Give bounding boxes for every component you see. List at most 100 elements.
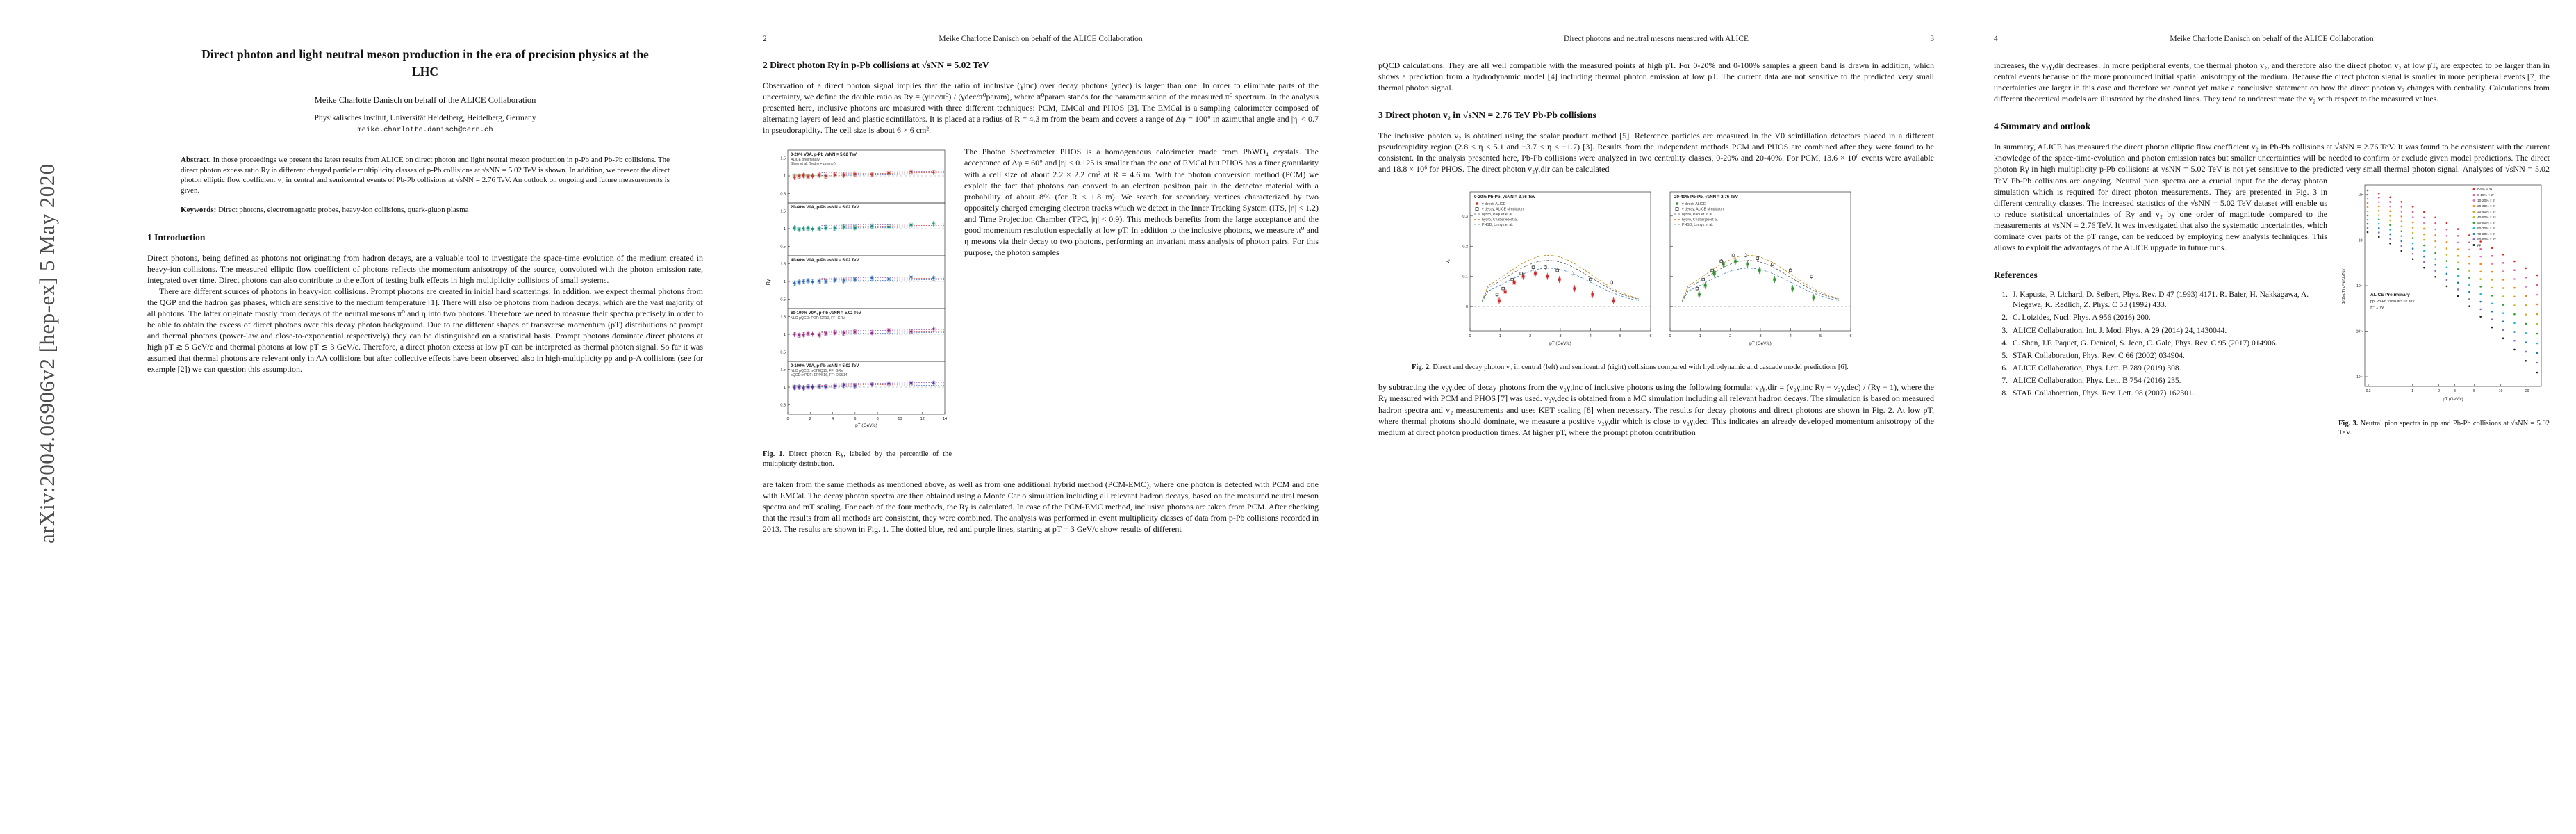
- svg-text:4: 4: [1790, 334, 1792, 338]
- svg-text:0.5: 0.5: [780, 404, 786, 408]
- svg-text:20: 20: [2525, 389, 2529, 393]
- page-4: 4 Meike Charlotte Danisch on behalf of t…: [1994, 0, 2550, 810]
- svg-text:6: 6: [1649, 334, 1651, 338]
- page3-number: 3: [1930, 35, 1934, 43]
- figure-1-caption-text: Direct photon Rγ, labeled by the percent…: [763, 450, 952, 468]
- svg-text:60-70% × 2²: 60-70% × 2²: [2477, 227, 2496, 231]
- section-3-heading: 3 Direct photon v₂ in √sNN = 2.76 TeV Pb…: [1378, 110, 1596, 121]
- svg-text:1.5: 1.5: [780, 210, 786, 214]
- figure-2: 0-20% Pb-Pb, √sNN = 2.76 TeV γ direct, AL…: [1441, 186, 1872, 360]
- pages-container: Direct photon and light neutral meson pr…: [147, 0, 2550, 810]
- svg-text:80-90% × 2⁰: 80-90% × 2⁰: [2477, 238, 2496, 242]
- page-1: Direct photon and light neutral meson pr…: [147, 0, 703, 810]
- intro-paragraph-2: There are different sources of photons i…: [147, 286, 703, 375]
- svg-text:5: 5: [1619, 334, 1621, 338]
- reference-item: 8. STAR Collaboration, Phys. Rev. Lett. 9…: [1994, 389, 2327, 399]
- svg-text:10²: 10²: [2359, 238, 2364, 243]
- svg-text:γ direct, ALICE: γ direct, ALICE: [1682, 202, 1706, 206]
- svg-text:50-60% × 2³: 50-60% × 2³: [2477, 221, 2496, 225]
- svg-text:10: 10: [898, 417, 902, 421]
- section-4-heading: 4 Summary and outlook: [1994, 121, 2091, 132]
- figure-3-caption-label: Fig. 3.: [2338, 419, 2359, 427]
- author-line: Meike Charlotte Danisch on behalf of the…: [314, 95, 536, 105]
- svg-text:10⁻¹: 10⁻¹: [2356, 284, 2363, 288]
- reference-number: 7.: [2001, 377, 2008, 386]
- reference-text: ALICE Collaboration, Int. J. Mod. Phys. …: [2013, 326, 2227, 335]
- svg-text:NLO pQCD: nCTEQ15, FF: GRV: NLO pQCD: nCTEQ15, FF: GRV: [791, 369, 843, 373]
- reference-text: STAR Collaboration, Phys. Rev. Lett. 98 …: [2013, 389, 2195, 398]
- reference-item: 4. C. Shen, J.F. Paquet, G. Denicol, S. J…: [1994, 338, 2327, 349]
- svg-text:5-10% × 2⁸: 5-10% × 2⁸: [2477, 193, 2494, 197]
- reference-text: ALICE Collaboration, Phys. Lett. B 789 (…: [2013, 364, 2181, 373]
- svg-text:1: 1: [784, 174, 786, 179]
- page3-paragraph-2: by subtracting the v₂γ,dec of decay phot…: [1378, 382, 1934, 437]
- svg-text:0.5: 0.5: [780, 193, 786, 197]
- svg-text:2: 2: [2438, 389, 2440, 393]
- fig2-plot: 0-20% Pb-Pb, √sNN = 2.76 TeV γ direct, AL…: [1446, 191, 1852, 346]
- svg-text:40-50% × 2⁴: 40-50% × 2⁴: [2477, 215, 2496, 220]
- svg-text:1: 1: [784, 227, 786, 231]
- reference-number: 6.: [2001, 364, 2008, 373]
- svg-text:3: 3: [1759, 334, 1761, 338]
- svg-text:1: 1: [2411, 389, 2413, 393]
- page3-running-title: Direct photons and neutral mesons measur…: [1563, 35, 1749, 43]
- svg-text:40-60% V0A, p-Pb √sNN = 5.02 T: 40-60% V0A, p-Pb √sNN = 5.02 TeV: [791, 258, 859, 263]
- svg-text:0: 0: [786, 417, 789, 421]
- reference-item: 6. ALICE Collaboration, Phys. Lett. B 789…: [1994, 363, 2327, 374]
- svg-text:pp: pp: [2477, 244, 2482, 247]
- svg-text:Shen et al. (hydro + prompt): Shen et al. (hydro + prompt): [791, 162, 836, 166]
- svg-text:0.5: 0.5: [780, 298, 786, 302]
- summary-text-b: Analyses of √sNN = 5.02 TeV Pb-Pb collis…: [1994, 164, 2550, 253]
- abstract-text: In those proceedings we present the late…: [181, 156, 670, 195]
- svg-text:hydro, Chatterjee et al.: hydro, Chatterjee et al.: [1482, 218, 1518, 222]
- svg-text:v₂: v₂: [1446, 259, 1451, 263]
- svg-text:0.5: 0.5: [780, 351, 786, 355]
- svg-text:2: 2: [809, 417, 811, 421]
- svg-text:10-20% × 2⁷: 10-20% × 2⁷: [2477, 199, 2496, 203]
- reference-item: 2. C. Loizides, Nucl. Phys. A 956 (2016) …: [1994, 313, 2327, 323]
- abstract-block: Abstract. In those proceedings we presen…: [181, 155, 670, 196]
- svg-text:6: 6: [854, 417, 856, 421]
- svg-text:5: 5: [1819, 334, 1822, 338]
- email-line: meike.charlotte.danisch@cern.ch: [357, 126, 493, 134]
- svg-text:Rγ: Rγ: [766, 279, 771, 286]
- svg-text:60-100% V0A, p-Pb √sNN = 5.02: 60-100% V0A, p-Pb √sNN = 5.02 TeV: [791, 311, 861, 316]
- summary-paragraph: In summary, ALICE has measured the direc…: [1994, 141, 2550, 436]
- svg-text:0: 0: [1466, 305, 1468, 309]
- svg-text:6: 6: [1849, 334, 1851, 338]
- running-header-page3: Direct photons and neutral mesons measur…: [1378, 35, 1934, 43]
- svg-text:ALICE Preliminary: ALICE Preliminary: [2370, 293, 2410, 297]
- page4-running-title: Meike Charlotte Danisch on behalf of the…: [2170, 35, 2374, 43]
- svg-text:10⁵: 10⁵: [2358, 193, 2363, 197]
- svg-text:0-20% Pb-Pb, √sNN = 2.76 TeV: 0-20% Pb-Pb, √sNN = 2.76 TeV: [1474, 195, 1536, 199]
- svg-text:hydro, Chatterjee et al.: hydro, Chatterjee et al.: [1682, 218, 1718, 222]
- references-heading: References: [1994, 270, 2038, 281]
- svg-text:4: 4: [832, 417, 834, 421]
- reference-item: 1. J. Kapusta, P. Lichard, D. Seibert, Ph…: [1994, 290, 2327, 311]
- svg-text:0.3: 0.3: [1462, 214, 1468, 218]
- page3-paragraph-1: The inclusive photon v₂ is obtained usin…: [1378, 131, 1934, 174]
- page3-paragraph-0: pQCD calculations. They are all well com…: [1378, 60, 1934, 93]
- page2-number: 2: [763, 35, 767, 43]
- svg-text:γ direct, ALICE: γ direct, ALICE: [1482, 202, 1506, 206]
- arxiv-watermark: arXiv:2004.06906v2 [hep-ex] 5 May 2020: [35, 163, 59, 543]
- svg-text:10⁻⁴: 10⁻⁴: [2356, 329, 2363, 334]
- svg-text:10⁻⁷: 10⁻⁷: [2356, 375, 2363, 379]
- section-2-heading: 2 Direct photon Rγ in p-Pb collisions at…: [763, 60, 989, 70]
- svg-text:1: 1: [1699, 334, 1701, 338]
- svg-text:γ decay, ALICE simulation: γ decay, ALICE simulation: [1482, 207, 1524, 211]
- figure-1-caption-label: Fig. 1.: [763, 450, 785, 459]
- svg-text:8: 8: [877, 417, 879, 421]
- svg-text:0-20% V0A, p-Pb √sNN = 5.02 Te: 0-20% V0A, p-Pb √sNN = 5.02 TeV: [791, 152, 857, 157]
- svg-text:hydro, Paquet et al.: hydro, Paquet et al.: [1482, 213, 1513, 217]
- svg-text:1: 1: [784, 386, 786, 390]
- summary-block: In summary, ALICE has measured the direc…: [1994, 141, 2550, 436]
- svg-text:0-100% V0A, p-Pb √sNN = 5.02 T: 0-100% V0A, p-Pb √sNN = 5.02 TeV: [791, 363, 859, 368]
- svg-text:PHSD, Linnyk et al.: PHSD, Linnyk et al.: [1482, 223, 1513, 227]
- keywords-block: Keywords: Direct photons, electromagneti…: [181, 205, 670, 215]
- svg-text:PHSD, Linnyk et al.: PHSD, Linnyk et al.: [1682, 223, 1713, 227]
- page2-running-title: Meike Charlotte Danisch on behalf of the…: [939, 35, 1143, 43]
- reference-number: 1.: [2001, 291, 2008, 300]
